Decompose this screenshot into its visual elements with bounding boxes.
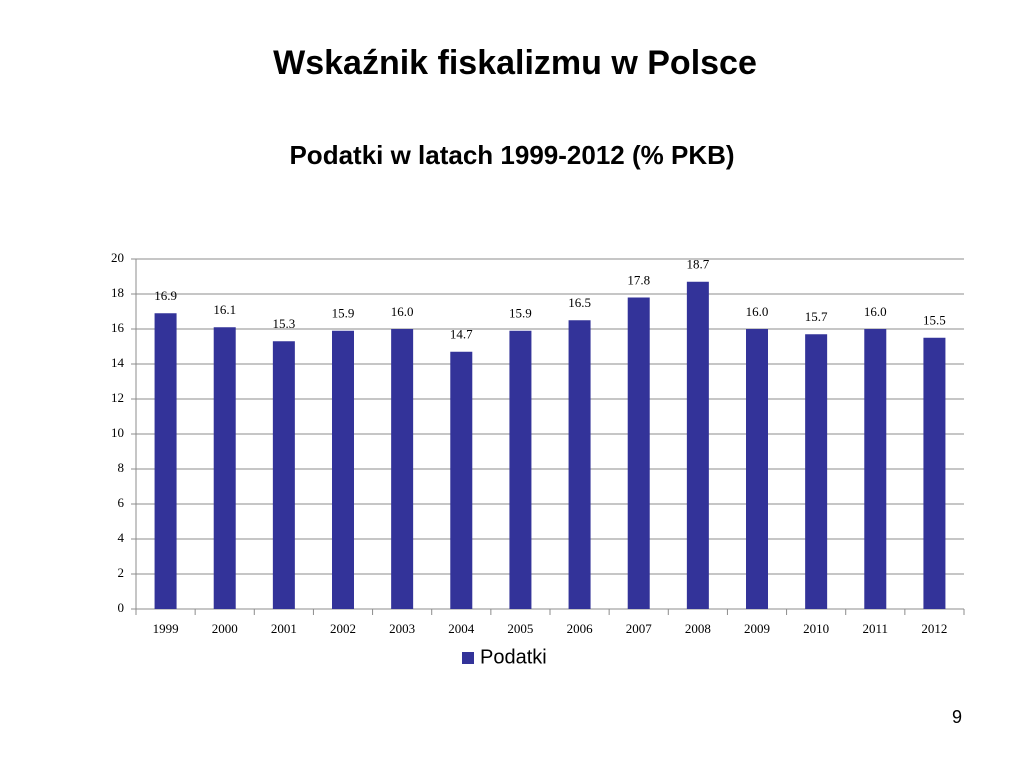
x-tick-label: 2002 [330, 621, 356, 636]
y-tick-label: 0 [118, 600, 125, 615]
page-number: 9 [952, 707, 962, 727]
x-tick-label: 2003 [389, 621, 415, 636]
value-label: 18.7 [686, 257, 709, 272]
bar [568, 320, 591, 609]
x-tick-label: 2001 [271, 621, 297, 636]
x-tick-label: 2005 [507, 621, 533, 636]
bar [154, 313, 177, 609]
y-tick-label: 6 [118, 495, 125, 510]
y-tick-label: 18 [111, 285, 124, 300]
value-label: 15.3 [272, 316, 295, 331]
y-tick-label: 4 [118, 530, 125, 545]
bar [332, 330, 354, 609]
x-tick-label: 2007 [626, 621, 653, 636]
x-tick-label: 2012 [921, 621, 947, 636]
y-tick-label: 10 [111, 425, 124, 440]
value-label: 16.0 [746, 304, 769, 319]
legend-label: Podatki [480, 646, 547, 668]
bar [923, 337, 946, 609]
value-label: 16.9 [154, 288, 177, 303]
bar [213, 327, 236, 609]
y-tick-label: 16 [111, 320, 125, 335]
value-label: 15.9 [332, 306, 355, 321]
y-tick-label: 20 [111, 250, 124, 265]
y-tick-label: 8 [118, 460, 125, 475]
bar [509, 330, 532, 609]
bar [746, 329, 768, 609]
x-tick-label: 2010 [803, 621, 829, 636]
value-label: 16.0 [864, 304, 887, 319]
x-tick-label: 2008 [685, 621, 711, 636]
x-tick-label: 2004 [448, 621, 475, 636]
y-tick-label: 2 [118, 565, 125, 580]
slide-title: Wskaźnik fiskalizmu w Polsce [273, 44, 757, 82]
value-label: 15.5 [923, 313, 946, 328]
y-tick-label: 12 [111, 390, 124, 405]
x-tick-label: 2009 [744, 621, 770, 636]
legend-swatch [462, 652, 474, 664]
value-label: 16.0 [391, 304, 414, 319]
value-label: 16.5 [568, 295, 591, 310]
value-label: 14.7 [450, 327, 473, 342]
bar [686, 281, 709, 609]
x-tick-label: 2006 [567, 621, 594, 636]
value-label: 15.7 [805, 309, 828, 324]
bar [805, 334, 828, 609]
y-tick-label: 14 [111, 355, 125, 370]
bar [450, 351, 473, 609]
x-tick-label: 2011 [863, 621, 889, 636]
bar [272, 341, 295, 609]
value-label: 15.9 [509, 306, 532, 321]
bar [391, 329, 414, 609]
value-label: 17.8 [627, 272, 650, 287]
x-tick-label: 2000 [212, 621, 238, 636]
x-tick-label: 1999 [153, 621, 179, 636]
bar [627, 297, 650, 609]
value-label: 16.1 [213, 302, 236, 317]
bar [864, 329, 887, 609]
chart-title: Podatki w latach 1999-2012 (% PKB) [289, 140, 734, 170]
